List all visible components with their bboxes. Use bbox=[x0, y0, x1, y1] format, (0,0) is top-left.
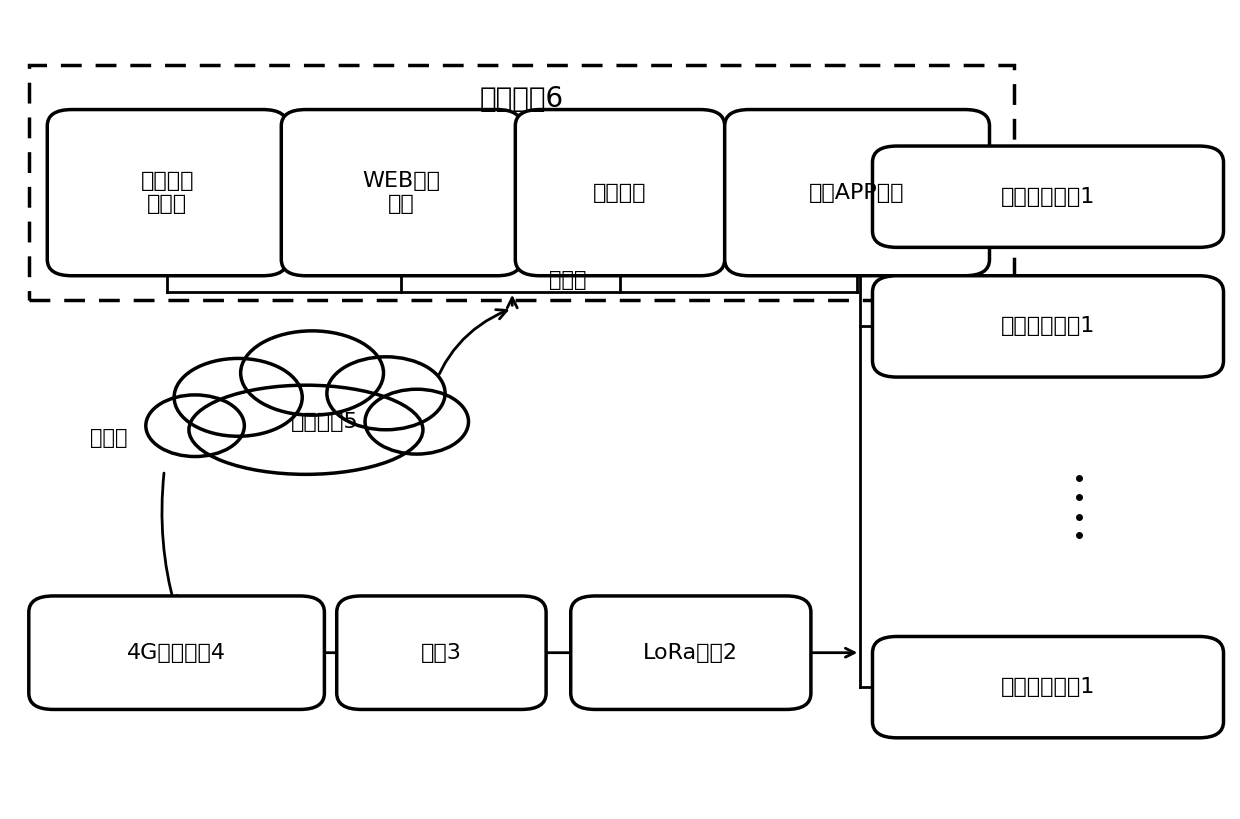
Bar bbox=[29, 65, 1014, 300]
FancyBboxPatch shape bbox=[47, 110, 288, 276]
Text: LoRa基站2: LoRa基站2 bbox=[644, 643, 738, 663]
Ellipse shape bbox=[365, 389, 469, 454]
Text: 微信公众
号平台: 微信公众 号平台 bbox=[140, 171, 195, 215]
FancyBboxPatch shape bbox=[570, 596, 811, 709]
FancyBboxPatch shape bbox=[281, 110, 522, 276]
Text: 网关3: 网关3 bbox=[420, 643, 461, 663]
FancyBboxPatch shape bbox=[337, 596, 546, 709]
FancyBboxPatch shape bbox=[873, 636, 1224, 738]
Ellipse shape bbox=[327, 357, 445, 430]
Text: 云服务器5: 云服务器5 bbox=[290, 412, 358, 432]
FancyBboxPatch shape bbox=[873, 276, 1224, 377]
Text: 短信平台: 短信平台 bbox=[593, 183, 647, 202]
Ellipse shape bbox=[188, 385, 423, 474]
Ellipse shape bbox=[241, 331, 383, 415]
Text: 互联网: 互联网 bbox=[549, 269, 587, 290]
Text: 应用终端6: 应用终端6 bbox=[480, 85, 563, 113]
FancyBboxPatch shape bbox=[29, 596, 325, 709]
Ellipse shape bbox=[174, 359, 303, 437]
Text: 监测节点终端1: 监测节点终端1 bbox=[1001, 187, 1095, 206]
FancyBboxPatch shape bbox=[873, 146, 1224, 247]
FancyBboxPatch shape bbox=[724, 110, 990, 276]
Text: 监测节点终端1: 监测节点终端1 bbox=[1001, 316, 1095, 337]
Text: 4G通讯模块4: 4G通讯模块4 bbox=[126, 643, 226, 663]
FancyBboxPatch shape bbox=[516, 110, 724, 276]
Text: 互联网: 互联网 bbox=[91, 428, 128, 448]
Ellipse shape bbox=[146, 395, 244, 456]
Text: 手机APP平台: 手机APP平台 bbox=[810, 183, 905, 202]
Text: WEB查询
平台: WEB查询 平台 bbox=[362, 171, 440, 215]
Text: 监测节点终端1: 监测节点终端1 bbox=[1001, 677, 1095, 697]
